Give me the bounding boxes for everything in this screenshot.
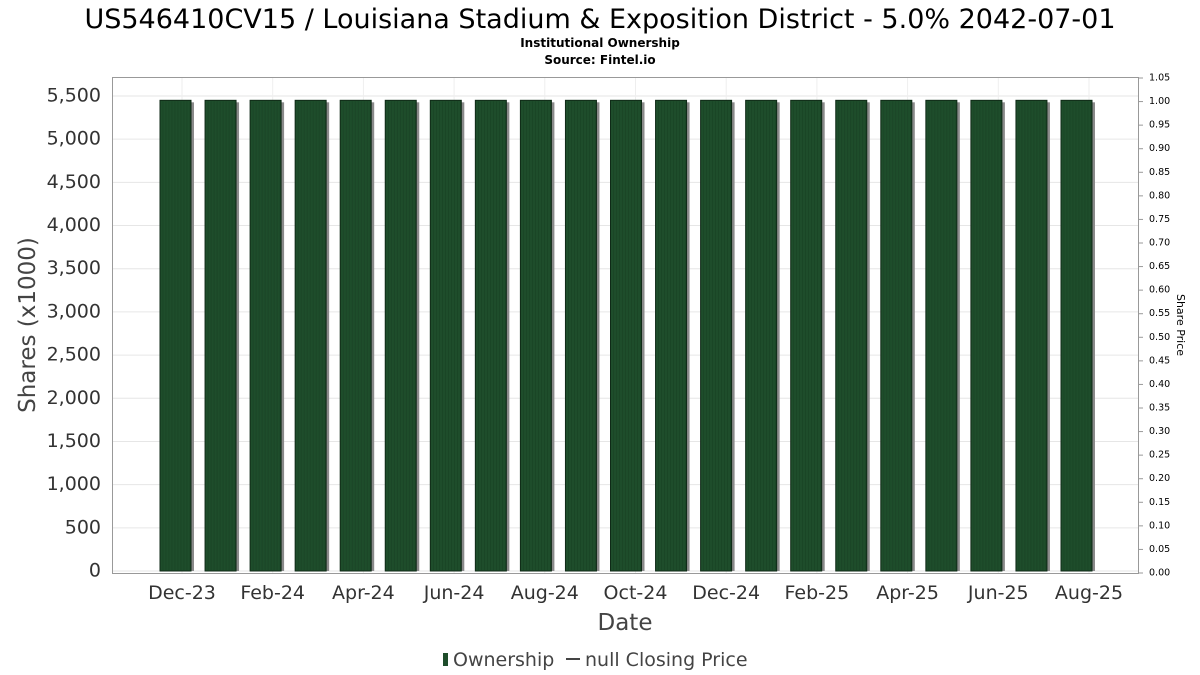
chart-title: US546410CV15 / Louisiana Stadium & Expos… <box>84 4 1115 35</box>
bar <box>249 99 285 572</box>
bar <box>1015 99 1050 572</box>
y-tick-label: 2,500 <box>47 344 101 366</box>
y2-tick-label: 0.50 <box>1149 332 1170 343</box>
y2-tick-label: 0.05 <box>1149 544 1170 555</box>
bar <box>339 99 375 572</box>
y2-tick-label: 0.55 <box>1149 308 1170 319</box>
bar <box>564 99 600 572</box>
y2-tick-label: 0.30 <box>1149 426 1170 437</box>
y-axis-right: 0.00 0.05 0.10 0.15 0.20 0.25 0.30 0.35 0.40 0.45… <box>1138 73 1170 579</box>
y2-tick-label: 0.40 <box>1149 379 1170 390</box>
legend-ownership-swatch <box>443 653 448 666</box>
y2-tick-label: 0.25 <box>1149 450 1170 461</box>
bar <box>655 99 690 572</box>
x-tick-label: Jun-25 <box>967 582 1029 604</box>
bar <box>925 99 960 572</box>
bar <box>294 99 330 572</box>
y2-tick-label: 0.20 <box>1149 473 1170 484</box>
bar <box>429 99 465 572</box>
bar <box>700 99 735 572</box>
y-tick-label: 500 <box>65 516 101 538</box>
y2-tick-label: 0.90 <box>1149 143 1170 154</box>
y-tick-label: 1,000 <box>47 473 101 495</box>
y2-tick-label: 0.45 <box>1149 355 1170 366</box>
x-tick-label: Jun-24 <box>423 582 485 604</box>
y-tick-label: 3,000 <box>47 300 101 322</box>
y2-tick-label: 0.75 <box>1149 214 1170 225</box>
y2-tick-label: 1.00 <box>1149 96 1170 107</box>
y2-tick-label: 0.65 <box>1149 261 1170 272</box>
y-tick-label: 2,000 <box>47 387 101 409</box>
y-tick-label: 3,500 <box>47 257 101 279</box>
bar <box>384 99 420 572</box>
y-tick-label: 1,500 <box>47 430 101 452</box>
y2-tick-label: 0.80 <box>1149 190 1170 201</box>
bar <box>610 99 645 572</box>
y-tick-label: 5,000 <box>47 128 101 150</box>
x-tick-label: Feb-24 <box>240 582 305 604</box>
y2-tick-label: 0.00 <box>1149 568 1170 579</box>
legend: Ownership null Closing Price <box>443 649 748 671</box>
bar-series-ownership <box>159 99 1095 572</box>
y2-axis-label: Share Price <box>1174 294 1187 356</box>
y-tick-label: 4,000 <box>47 214 101 236</box>
chart-source: Source: Fintel.io <box>544 53 655 67</box>
bar <box>204 99 240 572</box>
bar <box>474 99 510 572</box>
bar <box>745 99 780 572</box>
x-tick-label: Apr-25 <box>876 582 939 604</box>
bar <box>519 99 555 572</box>
bar <box>880 99 915 572</box>
bar <box>790 99 825 572</box>
y2-tick-label: 0.15 <box>1149 497 1170 508</box>
legend-ownership-label: Ownership <box>453 649 554 671</box>
x-tick-label: Apr-24 <box>332 582 395 604</box>
y-tick-label: 0 <box>89 560 101 582</box>
bar <box>159 99 194 572</box>
y2-tick-label: 1.05 <box>1149 73 1170 84</box>
y-axis-left: 0 500 1,000 1,500 2,000 2,500 3,000 3,500 4,000 4… <box>47 85 101 582</box>
x-tick-label: Oct-24 <box>604 582 668 604</box>
bar <box>835 99 870 572</box>
y-axis-label: Shares (x1000) <box>15 237 41 413</box>
x-tick-label: Aug-24 <box>511 582 579 604</box>
x-tick-label: Aug-25 <box>1055 582 1123 604</box>
x-axis-label: Date <box>598 610 653 636</box>
x-tick-label: Feb-25 <box>785 582 850 604</box>
y2-tick-label: 0.95 <box>1149 120 1170 131</box>
bar <box>1060 99 1095 572</box>
y2-tick-label: 0.10 <box>1149 520 1170 531</box>
x-tick-label: Dec-23 <box>148 582 216 604</box>
y2-tick-label: 0.85 <box>1149 167 1170 178</box>
x-tick-label: Dec-24 <box>692 582 760 604</box>
y2-tick-label: 0.70 <box>1149 238 1170 249</box>
y2-tick-label: 0.60 <box>1149 285 1170 296</box>
legend-price-label: null Closing Price <box>585 649 748 671</box>
chart-subtitle: Institutional Ownership <box>520 36 680 50</box>
y2-tick-label: 0.35 <box>1149 403 1170 414</box>
y-tick-label: 4,500 <box>47 171 101 193</box>
y-tick-label: 5,500 <box>47 85 101 107</box>
x-axis: Dec-23 Feb-24 Apr-24 Jun-24 Aug-24 Oct-24 Dec-… <box>148 582 1123 604</box>
bar <box>970 99 1005 572</box>
